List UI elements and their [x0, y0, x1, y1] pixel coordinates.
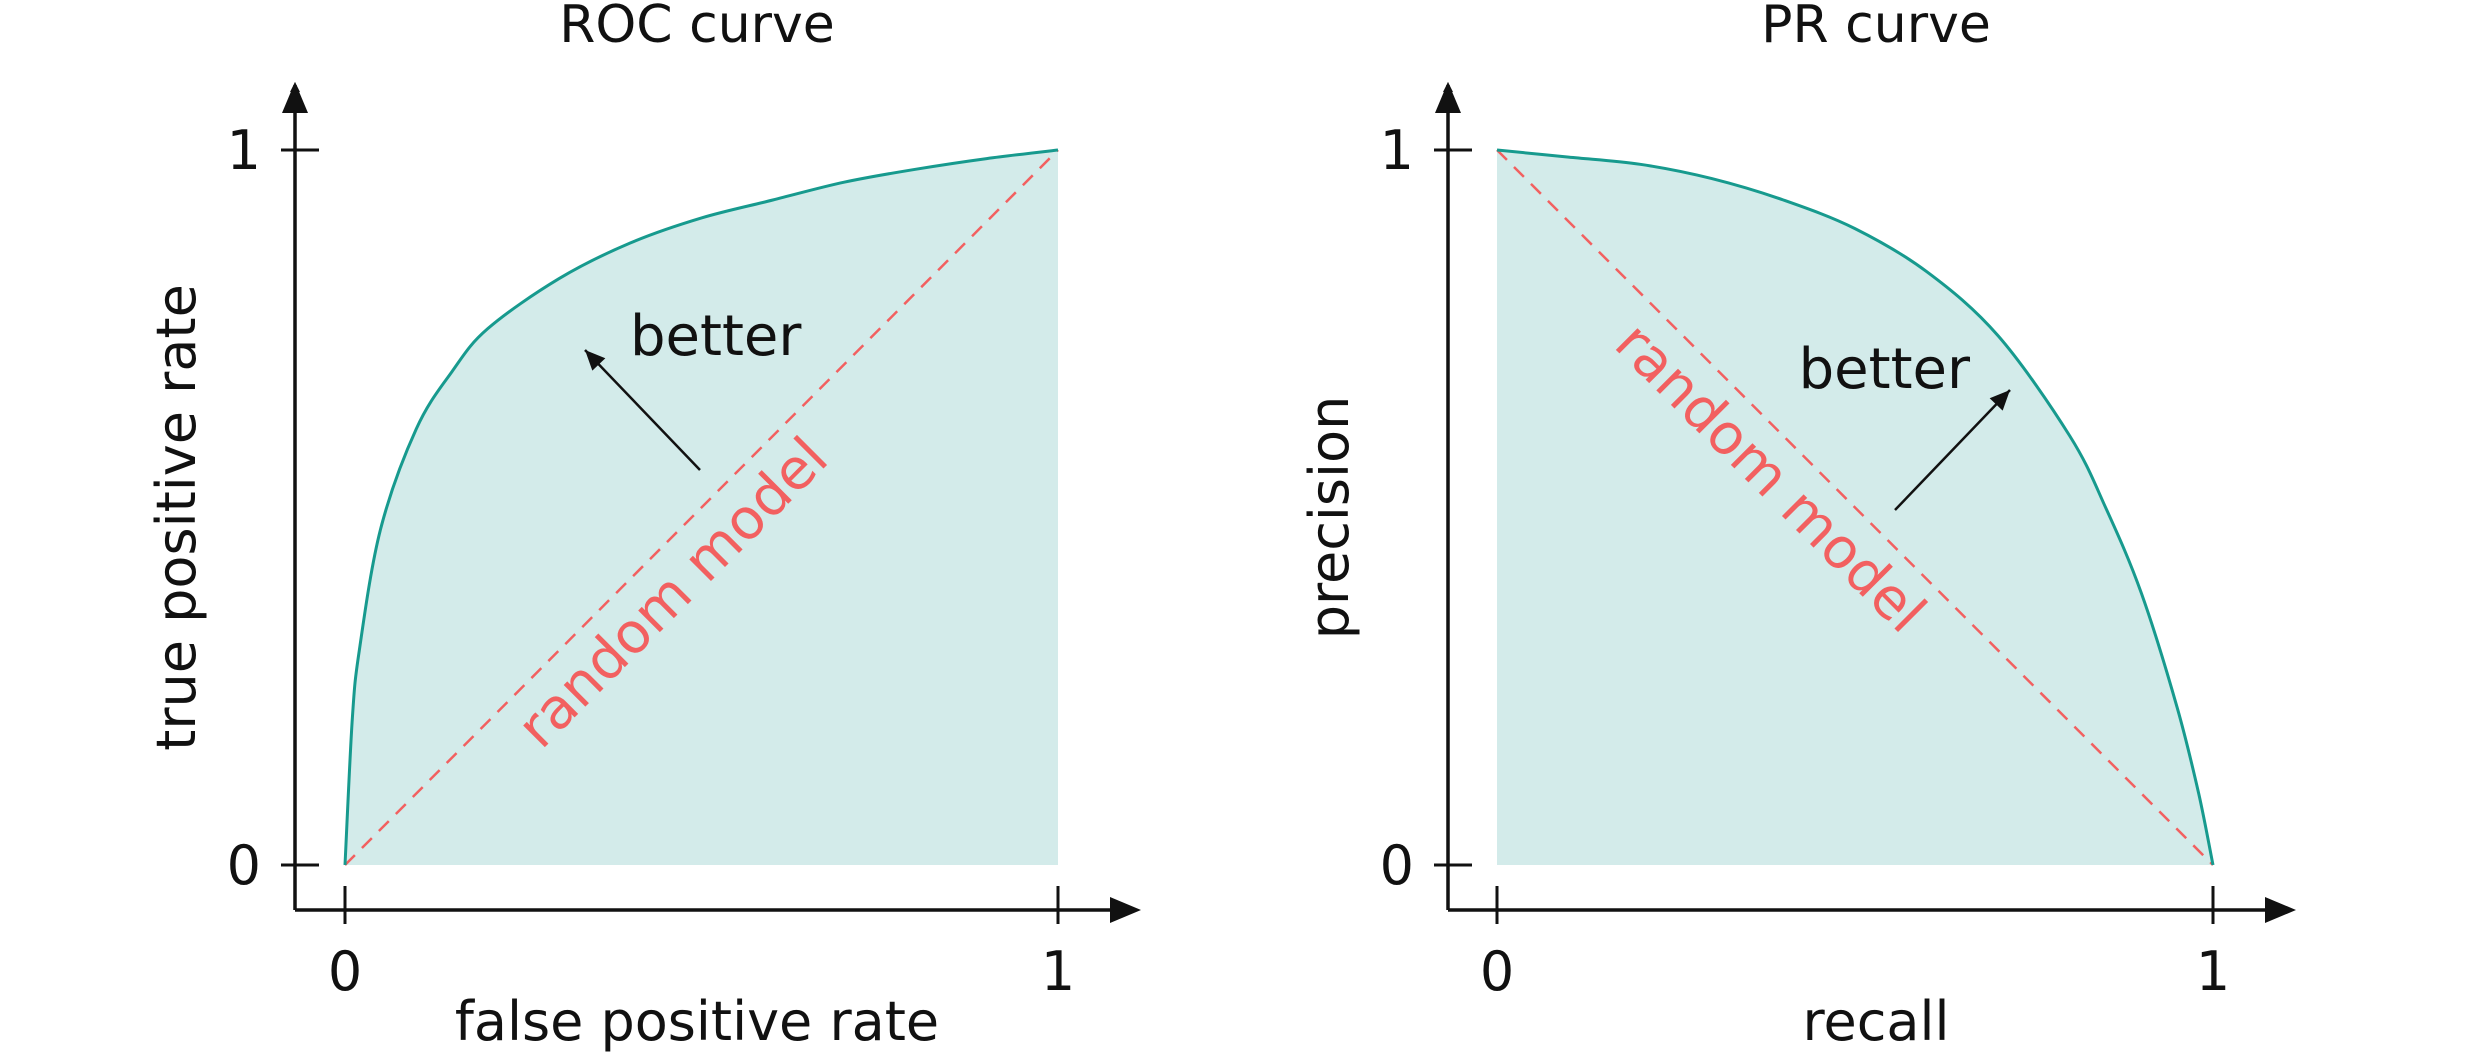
x-axis-label: recall	[1802, 990, 1949, 1053]
y-axis-label: true positive rate	[145, 284, 208, 751]
random-model-line	[344, 149, 1059, 866]
y-axis-label: precision	[1298, 396, 1361, 640]
better-label: better	[1799, 337, 1971, 402]
y-tick-label: 0	[1380, 834, 1414, 897]
better-arrowhead	[1989, 390, 2010, 411]
chart-title: ROC curve	[559, 0, 835, 55]
curve-line	[1496, 148, 2215, 866]
y-axis-arrowhead	[282, 82, 308, 113]
x-axis-label: false positive rate	[455, 990, 939, 1053]
x-tick-label: 1	[1041, 940, 1075, 1003]
roc-chart: 0 1 0 1 ROC curve false positive rate true pos…	[145, 0, 1141, 1053]
x-axis-arrowhead	[1110, 897, 1141, 923]
x-tick-label: 0	[328, 940, 362, 1003]
better-arrowhead	[585, 350, 606, 371]
y-tick-label: 1	[1380, 119, 1414, 182]
y-tick-label: 1	[227, 119, 261, 182]
chart-title: PR curve	[1761, 0, 1991, 55]
better-arrow	[1894, 389, 2011, 511]
curve-line	[343, 148, 1059, 866]
y-tick-label: 0	[227, 834, 261, 897]
better-arrow	[584, 349, 701, 471]
y-axis-arrowhead	[1435, 82, 1461, 113]
x-tick-label: 1	[2196, 940, 2230, 1003]
x-axis-arrowhead	[2265, 897, 2296, 923]
x-tick-label: 0	[1480, 940, 1514, 1003]
random-model-line	[1496, 149, 2214, 866]
better-label: better	[630, 304, 802, 369]
